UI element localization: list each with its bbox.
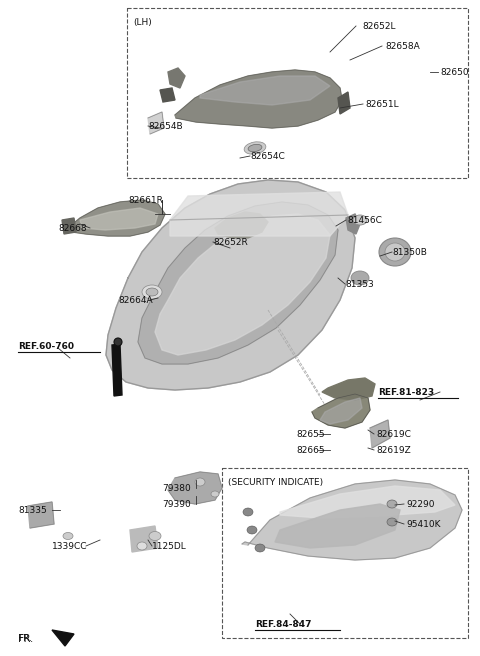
Ellipse shape xyxy=(387,500,397,508)
Polygon shape xyxy=(155,214,330,355)
Polygon shape xyxy=(175,70,342,128)
Polygon shape xyxy=(242,480,462,560)
Bar xyxy=(222,468,468,638)
Text: 82651L: 82651L xyxy=(365,100,398,109)
Ellipse shape xyxy=(351,271,369,285)
Polygon shape xyxy=(320,398,362,424)
Polygon shape xyxy=(168,68,185,88)
Polygon shape xyxy=(215,212,268,238)
Ellipse shape xyxy=(243,508,253,516)
Ellipse shape xyxy=(353,215,367,225)
Ellipse shape xyxy=(248,144,262,152)
Polygon shape xyxy=(62,218,76,234)
Text: FR.: FR. xyxy=(18,634,33,644)
Text: 82652L: 82652L xyxy=(362,22,396,31)
Text: 82654C: 82654C xyxy=(250,152,285,161)
Text: 1339CC: 1339CC xyxy=(52,542,87,551)
Text: 92290: 92290 xyxy=(406,500,434,509)
Ellipse shape xyxy=(244,142,266,154)
Polygon shape xyxy=(312,394,370,428)
Polygon shape xyxy=(64,200,165,236)
Text: 82650: 82650 xyxy=(440,68,468,77)
Polygon shape xyxy=(52,630,74,646)
Ellipse shape xyxy=(195,478,205,486)
Bar xyxy=(127,8,468,178)
Polygon shape xyxy=(346,214,360,234)
Text: FR.: FR. xyxy=(18,634,32,643)
Ellipse shape xyxy=(137,542,147,550)
Ellipse shape xyxy=(146,288,158,296)
Text: 81456C: 81456C xyxy=(347,216,382,225)
Ellipse shape xyxy=(114,338,122,346)
Text: 1125DL: 1125DL xyxy=(152,542,187,551)
Ellipse shape xyxy=(387,518,397,526)
Text: (SECURITY INDICATE): (SECURITY INDICATE) xyxy=(228,478,323,487)
Ellipse shape xyxy=(142,285,162,299)
Polygon shape xyxy=(112,344,122,396)
Text: 82654B: 82654B xyxy=(148,122,182,131)
Polygon shape xyxy=(148,112,164,134)
Polygon shape xyxy=(370,420,390,448)
Text: 79380: 79380 xyxy=(162,484,191,493)
Text: 79390: 79390 xyxy=(162,500,191,509)
Text: REF.84-847: REF.84-847 xyxy=(255,620,312,629)
Polygon shape xyxy=(338,92,350,114)
Text: 81350B: 81350B xyxy=(392,248,427,257)
Text: 82658A: 82658A xyxy=(385,42,420,51)
Text: 82661R: 82661R xyxy=(128,196,163,205)
Text: 95410K: 95410K xyxy=(406,520,441,529)
Ellipse shape xyxy=(379,238,411,266)
Polygon shape xyxy=(160,88,175,102)
Polygon shape xyxy=(200,76,330,105)
Text: 82668: 82668 xyxy=(58,224,86,233)
Ellipse shape xyxy=(149,531,161,541)
Polygon shape xyxy=(280,486,455,518)
Ellipse shape xyxy=(255,544,265,552)
Polygon shape xyxy=(106,180,355,390)
Text: 82664A: 82664A xyxy=(118,296,153,305)
Polygon shape xyxy=(138,202,338,364)
Polygon shape xyxy=(168,472,222,504)
Text: (LH): (LH) xyxy=(133,18,152,27)
Polygon shape xyxy=(170,192,348,236)
Ellipse shape xyxy=(63,533,73,539)
Polygon shape xyxy=(275,504,400,548)
Text: 81353: 81353 xyxy=(345,280,374,289)
Ellipse shape xyxy=(211,491,219,497)
Text: 82619C: 82619C xyxy=(376,430,411,439)
Ellipse shape xyxy=(247,526,257,534)
Text: 81335: 81335 xyxy=(18,506,47,515)
Text: 82619Z: 82619Z xyxy=(376,446,411,455)
Polygon shape xyxy=(80,208,158,230)
Polygon shape xyxy=(130,526,158,552)
Text: REF.81-823: REF.81-823 xyxy=(378,388,434,397)
Ellipse shape xyxy=(385,243,405,261)
Text: REF.60-760: REF.60-760 xyxy=(18,342,74,351)
Polygon shape xyxy=(322,378,375,400)
Polygon shape xyxy=(28,502,54,528)
Text: 82665: 82665 xyxy=(296,446,324,455)
Text: 82652R: 82652R xyxy=(213,238,248,247)
Text: 82655: 82655 xyxy=(296,430,324,439)
